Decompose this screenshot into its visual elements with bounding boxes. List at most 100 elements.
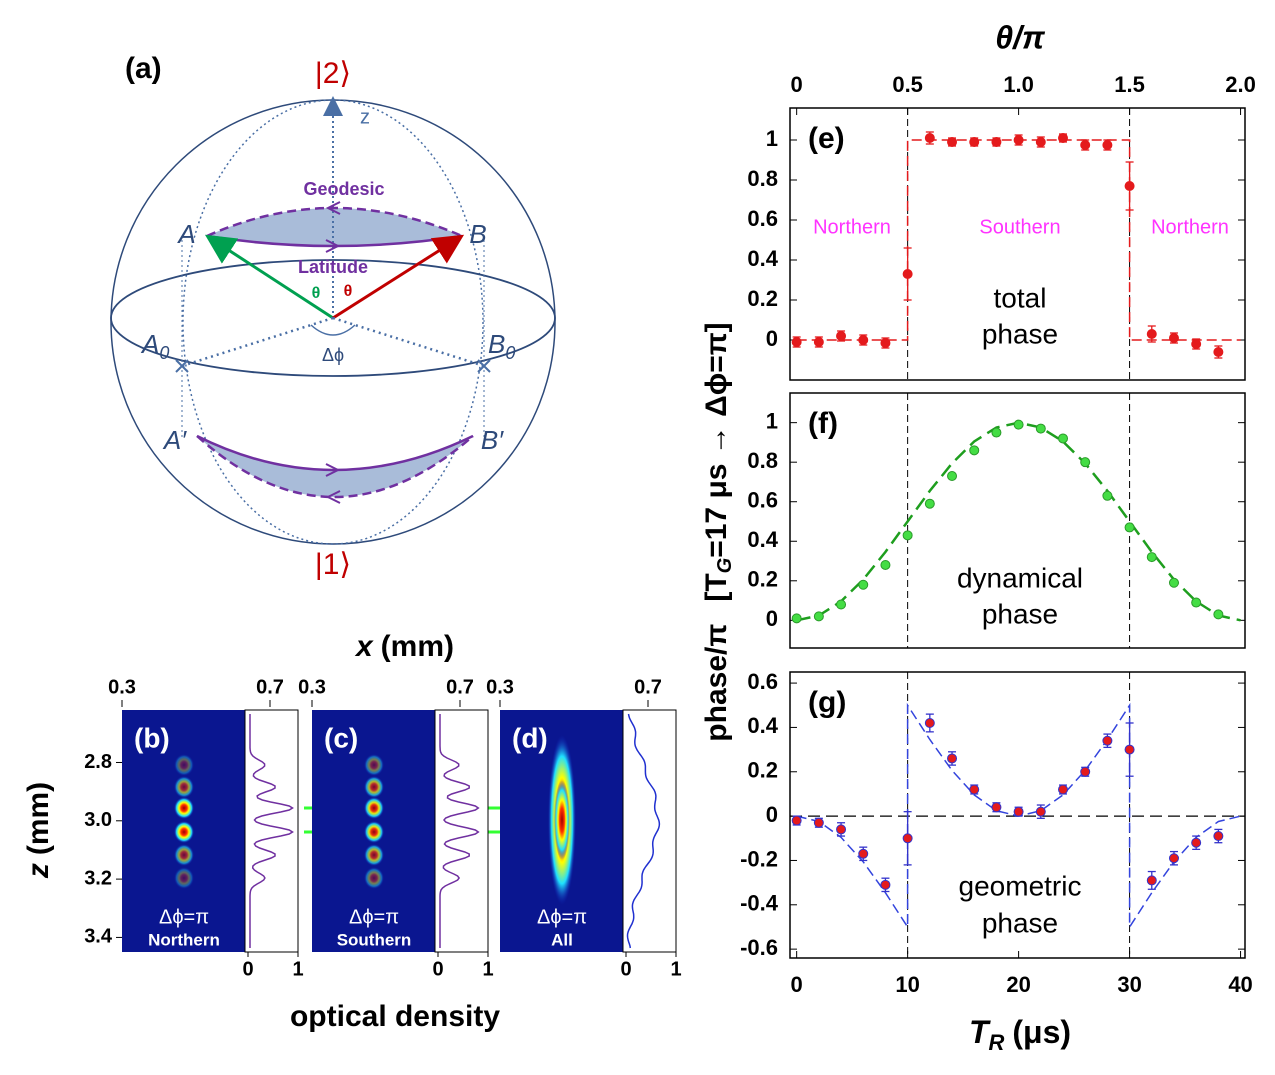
density-tick-label: 1 bbox=[292, 958, 303, 980]
panel-label: (g) bbox=[808, 686, 846, 719]
y-tick-label: 0.4 bbox=[747, 527, 778, 552]
data-point bbox=[1080, 457, 1091, 468]
x-tick-label: 20 bbox=[1006, 972, 1030, 997]
data-point bbox=[947, 753, 958, 764]
density-profile bbox=[439, 714, 480, 948]
data-point bbox=[969, 445, 980, 456]
data-point bbox=[924, 133, 935, 143]
y-tick-label: 0 bbox=[766, 802, 778, 827]
data-point bbox=[1124, 744, 1135, 755]
arrow-head bbox=[325, 201, 341, 215]
data-point bbox=[947, 137, 958, 147]
density-tick-label: 0 bbox=[242, 958, 253, 980]
x-label-var: x bbox=[354, 630, 374, 663]
data-point bbox=[1213, 347, 1224, 357]
theta-label: θ bbox=[312, 285, 321, 302]
state-b-vector bbox=[332, 234, 465, 320]
x2-axis-label: θ/π bbox=[995, 19, 1046, 55]
fringe bbox=[364, 776, 384, 798]
x-tick-label: 0.7 bbox=[634, 676, 662, 698]
y-label-sub: G bbox=[714, 558, 736, 574]
x-tick-label: 0.3 bbox=[108, 676, 136, 698]
projection-a0 bbox=[181, 316, 334, 368]
state-a-vector bbox=[204, 234, 334, 320]
y-tick-label: 2.8 bbox=[84, 751, 112, 773]
x2-tick-label: 1.0 bbox=[1003, 72, 1034, 97]
region-label: Northern bbox=[813, 216, 891, 238]
panel-label: (f) bbox=[808, 407, 838, 440]
phase-label: Δϕ=π bbox=[159, 906, 209, 928]
angle-arc bbox=[310, 324, 356, 336]
fringe bbox=[174, 776, 194, 798]
data-point bbox=[991, 802, 1002, 813]
equator bbox=[110, 259, 556, 377]
phase-label: Δϕ=π bbox=[349, 906, 399, 928]
node-label: A bbox=[176, 219, 195, 249]
annotation: total bbox=[994, 282, 1047, 313]
data-point bbox=[969, 137, 980, 147]
node-main: A bbox=[140, 329, 159, 359]
data-point bbox=[1124, 181, 1135, 191]
data-point bbox=[791, 815, 802, 826]
data-point bbox=[1013, 135, 1024, 145]
y-label-rest: =17 μs → Δϕ=π] bbox=[700, 322, 733, 557]
geodesic-label: Geodesic bbox=[303, 179, 384, 199]
region-label: Southern bbox=[337, 930, 412, 949]
y-tick-label: -0.2 bbox=[740, 846, 778, 871]
data-point bbox=[1213, 831, 1224, 842]
fringe bbox=[174, 867, 194, 889]
latitude-label: Latitude bbox=[298, 257, 368, 277]
data-point bbox=[1168, 577, 1179, 588]
x-axis-label: x (mm) bbox=[354, 630, 454, 663]
x-tick-label: 0.7 bbox=[446, 676, 474, 698]
fringe bbox=[364, 867, 384, 889]
data-point bbox=[1035, 423, 1046, 434]
projection-b0 bbox=[332, 316, 485, 368]
y-tick-label: -0.6 bbox=[740, 935, 778, 960]
cloud-core bbox=[554, 780, 570, 860]
node-label: A0 bbox=[140, 329, 169, 363]
arrow-head bbox=[325, 490, 341, 504]
x-tick-label: 10 bbox=[895, 972, 919, 997]
data-point bbox=[836, 599, 847, 610]
data-point bbox=[858, 579, 869, 590]
plot-frame bbox=[789, 392, 1246, 649]
point-a0 bbox=[175, 359, 189, 373]
panel-label: (d) bbox=[512, 722, 548, 753]
fringe bbox=[364, 754, 384, 776]
y-label-main: phase/π bbox=[700, 624, 733, 742]
data-point bbox=[1146, 875, 1157, 886]
node-label: A′ bbox=[162, 425, 187, 455]
data-point bbox=[924, 717, 935, 728]
y-tick-label: 0.2 bbox=[747, 758, 778, 783]
arrow-head bbox=[325, 239, 341, 253]
data-point bbox=[1013, 419, 1024, 430]
data-point bbox=[1191, 837, 1202, 848]
data-point bbox=[1102, 735, 1113, 746]
profile-box bbox=[244, 709, 299, 953]
data-point bbox=[880, 338, 891, 348]
data-point bbox=[1146, 552, 1157, 563]
x-tick-label: 0.3 bbox=[298, 676, 326, 698]
y-tick-label: 0.6 bbox=[747, 669, 778, 694]
data-point bbox=[858, 335, 869, 345]
y-tick-label: 0.2 bbox=[747, 286, 778, 311]
geodesic-path bbox=[206, 206, 463, 238]
x-tick-label: 0 bbox=[791, 972, 803, 997]
lower-geodesic bbox=[196, 435, 474, 499]
annotation: dynamical bbox=[957, 562, 1083, 593]
axis-label: z bbox=[360, 106, 370, 128]
y-tick-label: 0.8 bbox=[747, 448, 778, 473]
data-point bbox=[813, 611, 824, 622]
annotation: phase bbox=[982, 907, 1058, 938]
y-tick-label: 0 bbox=[766, 606, 778, 631]
fringe bbox=[174, 797, 194, 819]
data-point bbox=[1035, 806, 1046, 817]
density-tick-label: 1 bbox=[670, 958, 681, 980]
fringe bbox=[174, 844, 194, 866]
y-tick-label: 0.4 bbox=[747, 713, 778, 738]
y-label-open: [T bbox=[700, 573, 733, 601]
fringe bbox=[364, 797, 384, 819]
